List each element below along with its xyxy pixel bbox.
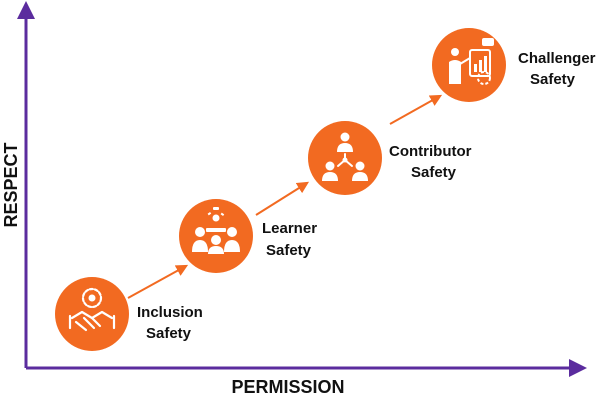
stage-circle: [55, 277, 129, 351]
presenter-chart-icon: [449, 38, 494, 85]
network-links: [337, 153, 353, 167]
stage-label-line1: Challenger: [518, 50, 596, 67]
step-arrow-1: [127, 264, 189, 299]
stage-contributor-safety: Contributor Safety: [308, 121, 472, 195]
stage-label-line2: Safety: [146, 325, 192, 342]
classroom-team-icon: [192, 207, 240, 254]
x-axis-label: PERMISSION: [231, 377, 344, 397]
step-arrow-3: [389, 94, 443, 125]
stage-challenger-safety: Challenger Safety: [432, 28, 596, 102]
stage-label-line1: Inclusion: [137, 304, 203, 321]
stage-label-line2: Safety: [530, 71, 576, 88]
network-people-icon: [322, 132, 368, 181]
handshake-gear-icon: [68, 287, 116, 332]
step-arrow-2: [255, 181, 310, 216]
stage-label-line2: Safety: [266, 242, 312, 259]
stage-learner-safety: Learner Safety: [179, 199, 317, 273]
stage-inclusion-safety: Inclusion Safety: [55, 277, 203, 351]
stage-label-line2: Safety: [411, 164, 457, 181]
y-axis-label: RESPECT: [1, 142, 21, 227]
stage-label-line1: Learner: [262, 220, 317, 237]
stage-label-line1: Contributor: [389, 143, 472, 160]
